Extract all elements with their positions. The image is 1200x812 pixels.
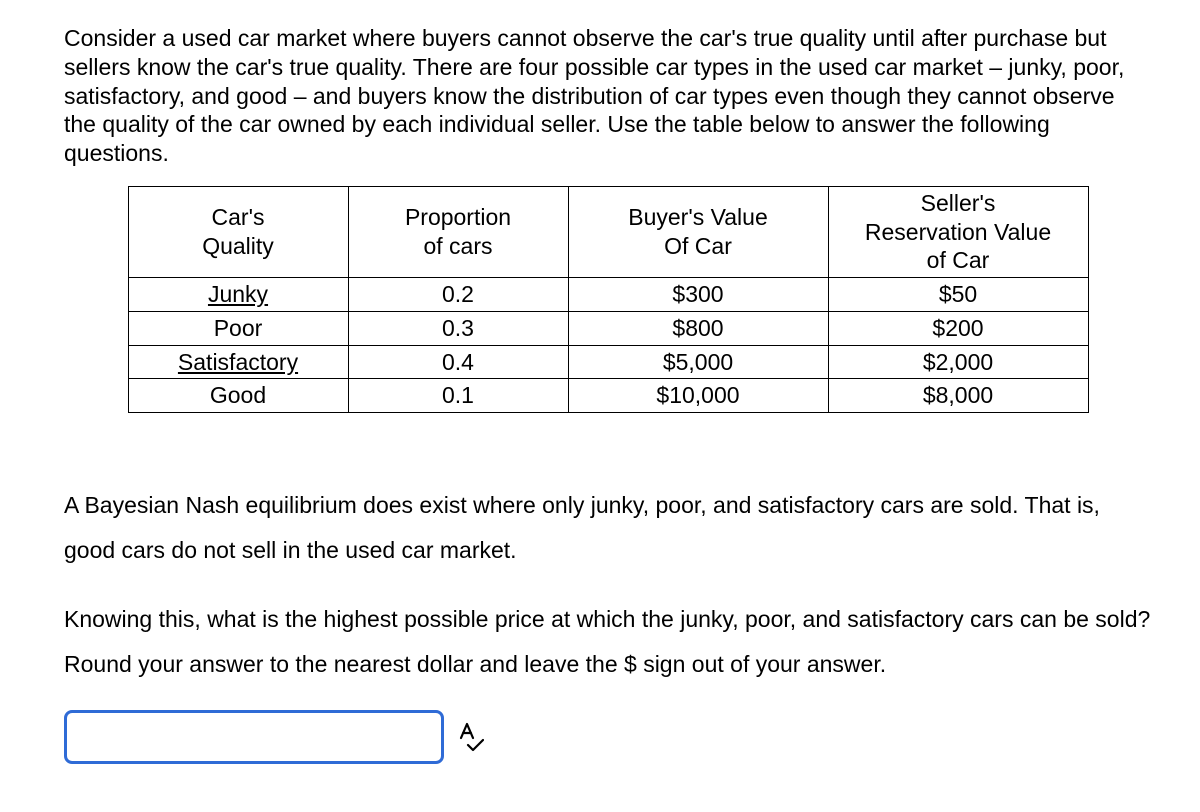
cell-seller: $2,000 [828,345,1088,379]
answer-input[interactable] [64,710,444,764]
equilibrium-paragraph: A Bayesian Nash equilibrium does exist w… [64,483,1152,573]
header-line: of cars [423,233,492,259]
table-row: Poor 0.3 $800 $200 [128,311,1088,345]
header-quality: Car's Quality [128,186,348,277]
cell-seller: $50 [828,278,1088,312]
cell-proportion: 0.2 [348,278,568,312]
car-quality-table: Car's Quality Proportion of cars Buyer's… [128,186,1089,413]
cell-seller: $8,000 [828,379,1088,413]
header-line: of Car [927,247,990,273]
spellcheck-icon[interactable] [458,722,484,752]
question-paragraph: Knowing this, what is the highest possib… [64,597,1152,687]
header-line: Buyer's Value [628,204,767,230]
cell-buyer: $10,000 [568,379,828,413]
answer-row [64,710,1152,764]
header-seller-value: Seller's Reservation Value of Car [828,186,1088,277]
cell-quality: Poor [128,311,348,345]
cell-seller: $200 [828,311,1088,345]
header-line: Quality [202,233,274,259]
header-buyer-value: Buyer's Value Of Car [568,186,828,277]
cell-quality: Junky [208,281,268,307]
cell-buyer: $5,000 [568,345,828,379]
cell-buyer: $800 [568,311,828,345]
cell-proportion: 0.3 [348,311,568,345]
cell-proportion: 0.4 [348,345,568,379]
header-line: Seller's [921,190,996,216]
header-line: Reservation Value [865,219,1051,245]
header-line: Car's [212,204,265,230]
header-line: Of Car [664,233,732,259]
header-line: Proportion [405,204,511,230]
table-row: Good 0.1 $10,000 $8,000 [128,379,1088,413]
intro-paragraph: Consider a used car market where buyers … [64,24,1152,168]
cell-proportion: 0.1 [348,379,568,413]
table-container: Car's Quality Proportion of cars Buyer's… [64,186,1152,413]
cell-buyer: $300 [568,278,828,312]
table-row: Satisfactory 0.4 $5,000 $2,000 [128,345,1088,379]
cell-quality: Good [128,379,348,413]
table-header-row: Car's Quality Proportion of cars Buyer's… [128,186,1088,277]
table-row: Junky 0.2 $300 $50 [128,278,1088,312]
header-proportion: Proportion of cars [348,186,568,277]
cell-quality: Satisfactory [178,349,298,375]
